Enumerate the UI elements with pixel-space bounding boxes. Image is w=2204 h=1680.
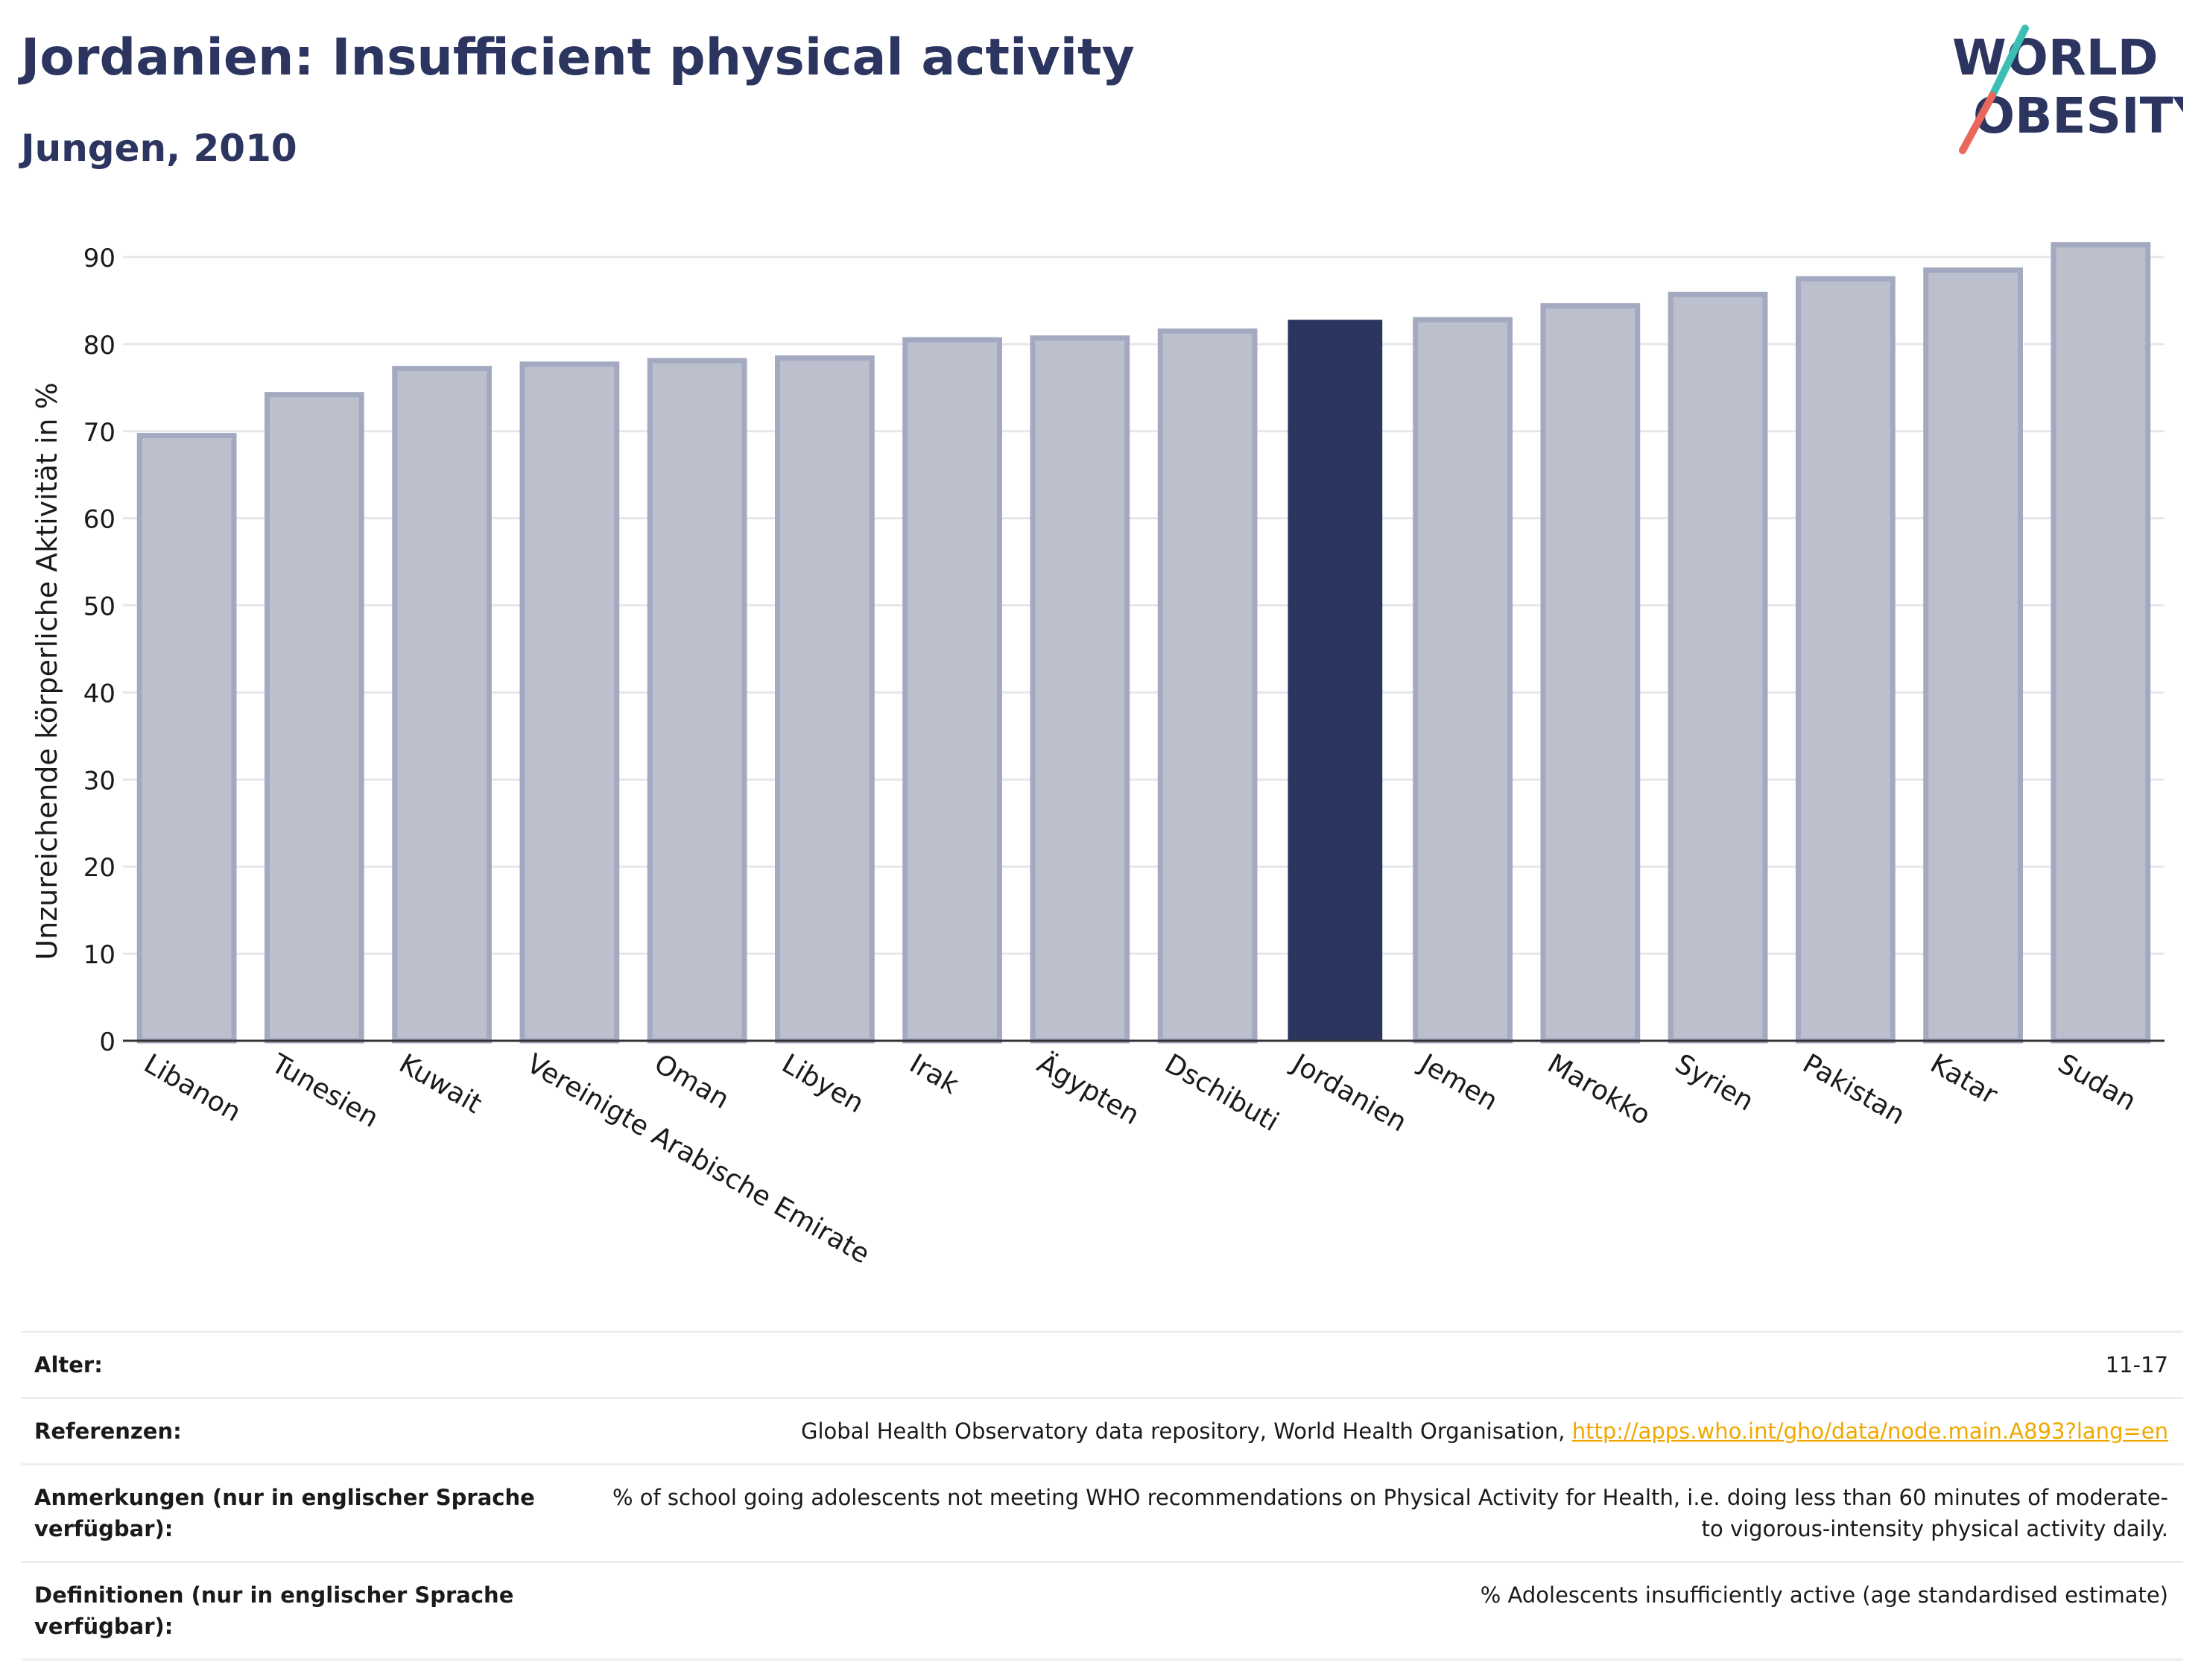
x-tick-label: Sudan (2053, 1048, 2141, 1117)
meta-value-definitions: % Adolescents insufficiently active (age… (1480, 1582, 2168, 1608)
bar (1796, 276, 1896, 1044)
meta-row-definitions: Definitionen (nur in englischer Sprache … (21, 1562, 2183, 1660)
x-tick-label: Jordanien (1286, 1047, 1412, 1138)
y-tick-label: 60 (83, 505, 115, 535)
x-tick-label: Libyen (776, 1048, 869, 1119)
x-tick-label: Pakistan (1797, 1048, 1910, 1131)
x-tick-label: Syrien (1670, 1048, 1758, 1117)
meta-value-age: 11-17 (2105, 1352, 2168, 1378)
chart-title: Jordanien: Insufficient physical activit… (21, 28, 1135, 87)
bar (1157, 328, 1258, 1044)
x-tick-labels: Libanon Tunesien Kuwait Vereinigte Arabisch… (139, 1047, 2141, 1269)
bar (1030, 335, 1130, 1044)
bar (2051, 242, 2151, 1044)
y-tick-label: 20 (83, 853, 115, 883)
reference-text: Global Health Observatory data repositor… (800, 1419, 1572, 1444)
y-tick-label: 70 (83, 418, 115, 448)
y-tick-label: 90 (83, 244, 115, 273)
y-tick-label: 10 (83, 940, 115, 970)
y-tick-label: 40 (83, 679, 115, 709)
chart-subtitle: Jungen, 2010 (21, 127, 297, 170)
meta-row-notes: Anmerkungen (nur in englischer Sprache v… (21, 1464, 2183, 1562)
bar (1923, 267, 2023, 1044)
x-tick-label: Dschibuti (1159, 1048, 1284, 1138)
logo-text-obesity: OBESITY (1973, 87, 2183, 145)
meta-value-notes: % of school going adolescents not meetin… (612, 1485, 2168, 1541)
bar (392, 366, 492, 1044)
bar (1413, 317, 1513, 1044)
x-tick-label: Tunesien (266, 1048, 384, 1134)
world-obesity-logo: WORLD OBESITY (1952, 25, 2183, 154)
reference-link[interactable]: http://apps.who.int/gho/data/node.main.A… (1571, 1419, 2168, 1444)
bar (647, 358, 747, 1044)
meta-label-references: Referenzen: (34, 1419, 182, 1444)
x-tick-label: Libanon (139, 1048, 246, 1128)
logo-slash-bottom (1959, 92, 1996, 154)
x-tick-label: Kuwait (394, 1048, 487, 1120)
meta-label-definitions: Definitionen (nur in englischer Sprache … (34, 1582, 514, 1639)
meta-label-notes: Anmerkungen (nur in englischer Sprache v… (34, 1485, 535, 1541)
meta-value-references: Global Health Observatory data repositor… (586, 1398, 2183, 1465)
bar (1288, 320, 1383, 1041)
x-tick-label: Jemen (1413, 1047, 1503, 1117)
bar (775, 355, 875, 1044)
x-tick-label: Katar (1925, 1048, 2003, 1111)
y-tick-label: 80 (83, 331, 115, 361)
meta-row-age: Alter: 11-17 (21, 1331, 2183, 1398)
bar-chart: 0 10 20 30 40 50 60 70 80 90 Libanon Tunesien Kuwai… (31, 242, 2165, 1270)
logo-slash-top (1989, 25, 2029, 99)
logo-text-world: WORLD (1952, 29, 2159, 86)
bar (519, 361, 620, 1044)
x-tick-label: Irak (905, 1048, 964, 1100)
bar (1668, 291, 1768, 1044)
x-tick-label: Oman (649, 1048, 734, 1115)
y-tick-label: 0 (99, 1027, 115, 1057)
bars (136, 242, 2151, 1044)
meta-row-references: Referenzen: Global Health Observatory da… (21, 1398, 2183, 1465)
meta-label-age: Alter: (34, 1352, 103, 1378)
y-axis-label: Unzureichende körperliche Aktivität in % (31, 382, 63, 960)
y-tick-labels: 0 10 20 30 40 50 60 70 80 90 (83, 244, 115, 1057)
bar (1540, 302, 1641, 1044)
y-tick-label: 30 (83, 766, 115, 796)
x-tick-label: Marokko (1542, 1048, 1656, 1131)
bar (265, 392, 364, 1044)
bar (902, 337, 1002, 1044)
metadata-table: Alter: 11-17 Referenzen: Global Health O… (21, 1331, 2183, 1661)
y-tick-label: 50 (83, 592, 115, 622)
bar (136, 433, 237, 1044)
x-tick-label: Ägypten (1032, 1047, 1145, 1131)
